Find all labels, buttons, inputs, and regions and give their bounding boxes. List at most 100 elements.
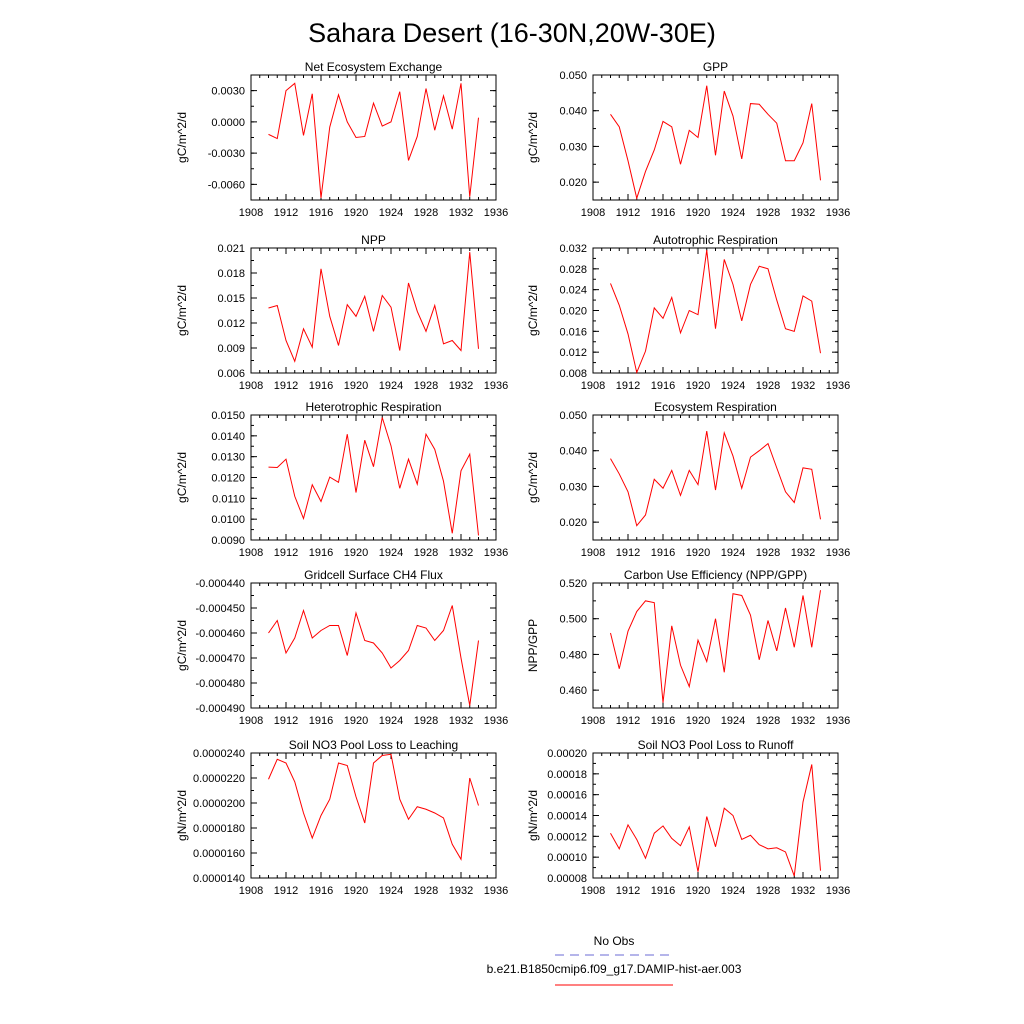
series-line — [610, 764, 821, 877]
x-tick-label: 1932 — [791, 885, 815, 897]
plot-frame — [250, 752, 497, 879]
y-tick-label: 0.018 — [217, 268, 245, 280]
y-tick-label: 0.050 — [559, 70, 587, 82]
y-tick-label: 0.012 — [559, 347, 587, 359]
panel-title: Autotrophic Respiration — [653, 233, 778, 247]
series-line — [610, 250, 821, 375]
y-tick-label: 0.460 — [559, 685, 587, 697]
x-tick-label: 1924 — [379, 547, 403, 559]
legend-model-label: b.e21.B1850cmip6.f09_g17.DAMIP-hist-aer.… — [487, 962, 742, 976]
x-tick-label: 1916 — [651, 207, 675, 219]
y-tick-label: 0.0090 — [211, 535, 245, 547]
panel: 1908 1912 1916 1920 1924 1928 1932 1936 0.020 0.0… — [526, 400, 850, 559]
x-tick-label: 1932 — [449, 715, 473, 727]
y-tick-label: 0.0000140 — [193, 873, 245, 885]
x-tick-label: 1908 — [581, 547, 605, 559]
y-tick-label: 0.0000 — [211, 117, 245, 129]
panel-grid: 1908 1912 1916 1920 1924 1928 1932 1936 -0.0060 -… — [175, 60, 850, 897]
x-tick-label: 1932 — [791, 380, 815, 392]
panel-title: Soil NO3 Pool Loss to Runoff — [638, 738, 795, 752]
plot-frame — [592, 414, 839, 541]
y-tick-label: 0.020 — [559, 306, 587, 318]
x-tick-label: 1912 — [274, 715, 298, 727]
x-tick-label: 1924 — [721, 207, 745, 219]
plot-frame — [250, 247, 497, 374]
y-tick-label: 0.0000180 — [193, 823, 245, 835]
y-axis-label: NPP/GPP — [526, 619, 540, 672]
y-tick-label: 0.0150 — [211, 410, 245, 422]
x-tick-label: 1920 — [686, 547, 710, 559]
x-tick-label: 1908 — [581, 380, 605, 392]
y-tick-label: -0.0060 — [208, 179, 245, 191]
x-tick-label: 1908 — [581, 885, 605, 897]
x-tick-label: 1916 — [651, 885, 675, 897]
x-tick-label: 1920 — [344, 380, 368, 392]
x-tick-label: 1920 — [344, 885, 368, 897]
y-axis-label: gC/m^2/d — [526, 112, 540, 163]
x-tick-label: 1928 — [414, 380, 438, 392]
x-tick-label: 1928 — [414, 547, 438, 559]
x-tick-label: 1920 — [344, 207, 368, 219]
y-tick-label: 0.030 — [559, 141, 587, 153]
y-axis-label: gC/m^2/d — [526, 452, 540, 503]
y-tick-label: -0.000480 — [195, 678, 245, 690]
y-tick-label: 0.500 — [559, 614, 587, 626]
plot-frame — [250, 414, 497, 541]
x-tick-label: 1908 — [239, 380, 263, 392]
x-tick-label: 1920 — [686, 715, 710, 727]
y-tick-label: 0.00008 — [547, 873, 587, 885]
y-tick-label: 0.040 — [559, 106, 587, 118]
y-axis-label: gC/m^2/d — [175, 452, 189, 503]
x-tick-label: 1924 — [721, 547, 745, 559]
y-axis-label: gC/m^2/d — [175, 285, 189, 336]
x-tick-label: 1936 — [484, 207, 508, 219]
x-tick-label: 1936 — [826, 885, 850, 897]
panel: 1908 1912 1916 1920 1924 1928 1932 1936 0.020 0.0… — [526, 60, 850, 219]
plot-frame — [592, 247, 839, 374]
x-tick-label: 1920 — [686, 207, 710, 219]
y-tick-label: 0.0000240 — [193, 748, 245, 760]
y-tick-label: -0.000440 — [195, 578, 245, 590]
x-tick-label: 1920 — [686, 885, 710, 897]
y-tick-label: 0.020 — [559, 517, 587, 529]
x-tick-label: 1916 — [309, 547, 333, 559]
panel: 1908 1912 1916 1920 1924 1928 1932 1936 -0.0060 -… — [175, 60, 508, 219]
x-tick-label: 1920 — [686, 380, 710, 392]
x-tick-label: 1912 — [616, 885, 640, 897]
panel: 1908 1912 1916 1920 1924 1928 1932 1936 0.00008 0… — [526, 738, 850, 897]
x-tick-label: 1916 — [309, 380, 333, 392]
x-tick-label: 1936 — [484, 715, 508, 727]
x-tick-label: 1924 — [721, 380, 745, 392]
x-tick-label: 1928 — [414, 207, 438, 219]
y-tick-label: -0.0030 — [208, 148, 245, 160]
legend: No Obs b.e21.B1850cmip6.f09_g17.DAMIP-hi… — [487, 934, 742, 986]
y-axis-label: gN/m^2/d — [526, 790, 540, 841]
series-line — [268, 753, 479, 861]
x-tick-label: 1928 — [414, 885, 438, 897]
x-tick-label: 1924 — [379, 380, 403, 392]
x-tick-label: 1916 — [651, 715, 675, 727]
x-tick-label: 1916 — [309, 715, 333, 727]
x-tick-label: 1912 — [616, 547, 640, 559]
series-line — [268, 252, 479, 363]
series-line — [610, 590, 821, 703]
x-tick-label: 1936 — [484, 380, 508, 392]
x-tick-label: 1932 — [449, 380, 473, 392]
x-tick-label: 1908 — [239, 885, 263, 897]
x-tick-label: 1916 — [309, 885, 333, 897]
panel: 1908 1912 1916 1920 1924 1928 1932 1936 0.000014… — [175, 738, 508, 897]
x-tick-label: 1932 — [791, 715, 815, 727]
x-tick-label: 1936 — [826, 715, 850, 727]
x-tick-label: 1916 — [309, 207, 333, 219]
x-tick-label: 1928 — [756, 380, 780, 392]
x-tick-label: 1924 — [379, 207, 403, 219]
legend-obs-label: No Obs — [594, 934, 635, 948]
y-axis-label: gC/m^2/d — [175, 620, 189, 671]
x-tick-label: 1924 — [721, 885, 745, 897]
plot-frame — [592, 74, 839, 201]
panel-title: Soil NO3 Pool Loss to Leaching — [289, 738, 458, 752]
y-tick-label: -0.000450 — [195, 603, 245, 615]
panel-title: Ecosystem Respiration — [654, 400, 777, 414]
y-tick-label: 0.016 — [559, 326, 587, 338]
y-tick-label: 0.480 — [559, 649, 587, 661]
